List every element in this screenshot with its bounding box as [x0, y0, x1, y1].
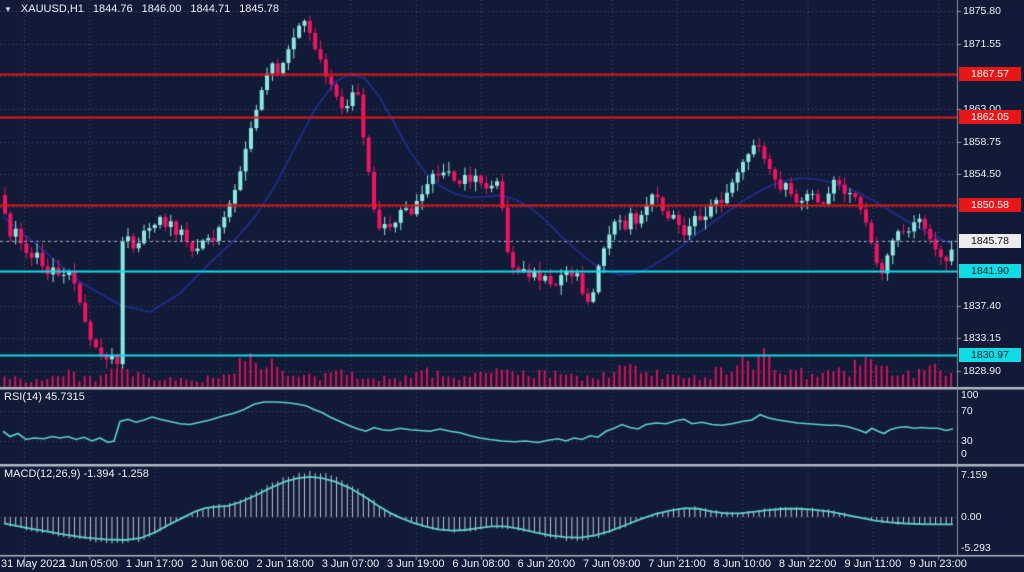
- price-axis-label: 1837.40: [963, 299, 1001, 312]
- price-axis-label: 1833.15: [963, 332, 1001, 345]
- ohlc-high: 1846.00: [141, 3, 182, 15]
- macd-axis-label: -5.293: [961, 542, 991, 554]
- support-price-badge: 1830.97: [959, 348, 1021, 363]
- rsi-axis-label: 30: [961, 435, 973, 447]
- symbol-dropdown-icon[interactable]: ▼: [4, 4, 12, 14]
- time-axis-label: 3 Jun 19:00: [387, 558, 445, 570]
- current-price-badge: 1845.78: [959, 234, 1021, 249]
- time-axis-label: 8 Jun 10:00: [713, 558, 772, 570]
- time-axis-label: 3 Jun 07:00: [321, 558, 380, 570]
- rsi-axis-label: 0: [961, 448, 967, 460]
- price-axis-label: 1854.50: [963, 168, 1001, 181]
- macd-indicator-label: MACD(12,26,9) -1.394 -1.258: [4, 468, 149, 480]
- resistance-price-badge: 1862.05: [959, 109, 1021, 124]
- symbol-timeframe-label: XAUUSD,H1: [20, 3, 84, 15]
- resistance-price-badge: 1867.57: [959, 67, 1021, 82]
- macd-axis-label: 7.159: [961, 469, 988, 481]
- time-axis-label: 7 Jun 09:00: [582, 558, 641, 570]
- price-axis-label: 1875.80: [963, 5, 1001, 17]
- support-price-badge: 1841.90: [959, 264, 1021, 279]
- time-axis-label: 1 Jun 05:00: [60, 558, 119, 570]
- time-axis-label: 2 Jun 18:00: [256, 558, 314, 570]
- time-axis-label: 9 Jun 23:00: [909, 558, 967, 570]
- price-axis-label: 1858.75: [963, 135, 1001, 148]
- price-axis-label: 1871.55: [963, 37, 1001, 50]
- time-axis-label: 9 Jun 11:00: [844, 558, 902, 570]
- ohlc-close: 1845.78: [239, 3, 279, 15]
- time-axis-label: 31 May 2022: [1, 558, 65, 570]
- rsi-indicator-label: RSI(14) 45.7315: [4, 391, 85, 403]
- rsi-axis-label: 70: [961, 405, 973, 417]
- time-axis-label: 1 Jun 17:00: [125, 558, 184, 570]
- ohlc-open: 1844.76: [92, 3, 133, 15]
- time-axis-label: 8 Jun 22:00: [778, 558, 837, 570]
- ohlc-low: 1844.71: [190, 3, 231, 15]
- macd-axis-label: 0.00: [961, 511, 982, 523]
- rsi-axis-label: 100: [961, 389, 979, 401]
- time-axis-label: 7 Jun 21:00: [648, 558, 706, 570]
- time-axis-label: 6 Jun 08:00: [452, 558, 510, 570]
- chart-header: ▼ XAUUSD,H1 1844.76 1846.00 1844.71 1845…: [4, 3, 279, 15]
- time-axis-label: 6 Jun 20:00: [517, 558, 576, 570]
- time-axis-label: 2 Jun 06:00: [191, 558, 249, 570]
- price-axis-label: 1828.90: [963, 365, 1001, 377]
- resistance-price-badge: 1850.58: [959, 197, 1021, 212]
